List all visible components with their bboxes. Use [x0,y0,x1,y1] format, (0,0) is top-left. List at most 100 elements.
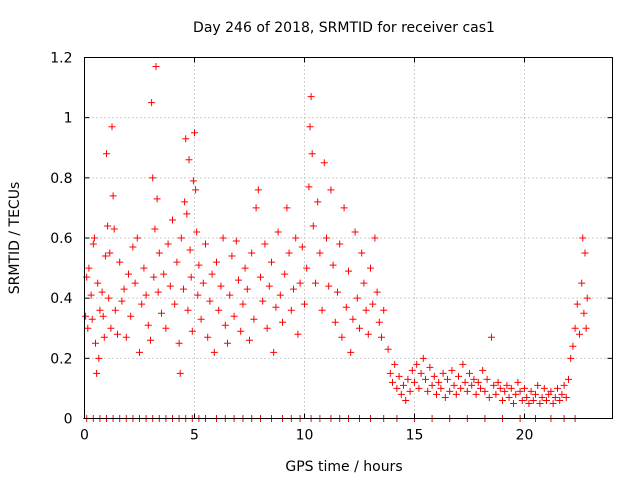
data-point [342,303,350,311]
data-point [314,198,322,206]
data-point [518,396,526,404]
y-tick-label: 0.8 [50,171,72,187]
data-point [404,375,412,383]
data-point [483,375,491,383]
data-point [152,63,160,71]
data-point [318,306,326,314]
data-point [99,312,107,320]
data-point [127,312,135,320]
data-point [188,327,196,335]
data-point [527,387,535,395]
data-point [400,381,407,389]
data-point [540,384,548,392]
data-point [446,387,454,395]
data-point [562,393,570,401]
data-point [92,339,99,347]
data-point [378,333,385,341]
data-point [408,366,416,374]
data-point [375,318,383,326]
data-point [84,324,92,332]
data-point [103,150,110,158]
data-point [206,297,214,305]
data-point [308,150,316,158]
data-point [131,279,139,287]
data-point [208,270,216,278]
data-point [362,306,370,314]
data-point [474,378,482,386]
data-point [455,372,462,380]
data-point [576,330,583,338]
data-point [380,306,388,314]
data-point [166,282,174,290]
data-point [499,396,506,404]
x-axis-label: GPS time / hours [285,459,402,475]
data-point [356,324,363,332]
data-point [292,234,300,242]
data-point [413,360,421,368]
data-point [579,234,587,242]
data-point [331,318,339,326]
data-point [261,240,269,248]
data-point [142,291,150,299]
data-point [193,228,201,236]
data-point [116,258,124,266]
data-point [185,156,193,164]
data-point [94,279,102,287]
data-point [230,312,238,320]
data-point [268,258,275,266]
data-point [547,387,555,395]
data-point [565,375,572,383]
data-point [281,270,289,278]
data-point [82,312,90,320]
data-point [181,198,189,206]
data-point [160,270,168,278]
data-point [197,315,205,323]
data-point [95,354,103,362]
data-point [417,369,425,377]
data-points [82,63,591,422]
data-point [501,387,509,395]
data-point [285,249,293,257]
data-point [110,225,118,233]
data-point [89,240,97,248]
data-point [294,330,302,338]
data-point [468,381,476,389]
data-point [305,183,313,191]
data-point [367,264,374,272]
data-point [100,333,108,341]
data-point [148,99,156,107]
data-point [485,393,493,401]
data-point [393,384,401,392]
data-point [298,243,306,251]
data-point [371,234,379,242]
data-point [87,291,95,299]
y-tick-label: 0.6 [50,231,72,247]
data-point [581,249,589,257]
data-point [221,321,229,329]
data-point [257,273,264,281]
data-point [153,195,161,203]
data-point [274,228,282,236]
data-point [85,264,93,272]
data-point [505,393,513,401]
data-point [270,348,278,356]
data-point [450,381,458,389]
data-point [435,378,443,386]
data-point [210,348,218,356]
data-point [437,384,445,392]
chart-title: Day 246 of 2018, SRMTID for receiver cas… [193,20,495,36]
data-point [389,378,396,386]
data-point [573,300,581,308]
data-point [353,294,361,302]
data-point [254,186,262,194]
data-point [232,237,240,245]
data-point [481,387,489,395]
data-point [194,291,202,299]
data-point [516,387,524,395]
data-point [538,393,546,401]
data-point [241,264,249,272]
data-point [470,375,478,383]
data-point [243,285,251,293]
data-point [512,390,520,398]
y-tick-label: 1.2 [50,51,72,67]
